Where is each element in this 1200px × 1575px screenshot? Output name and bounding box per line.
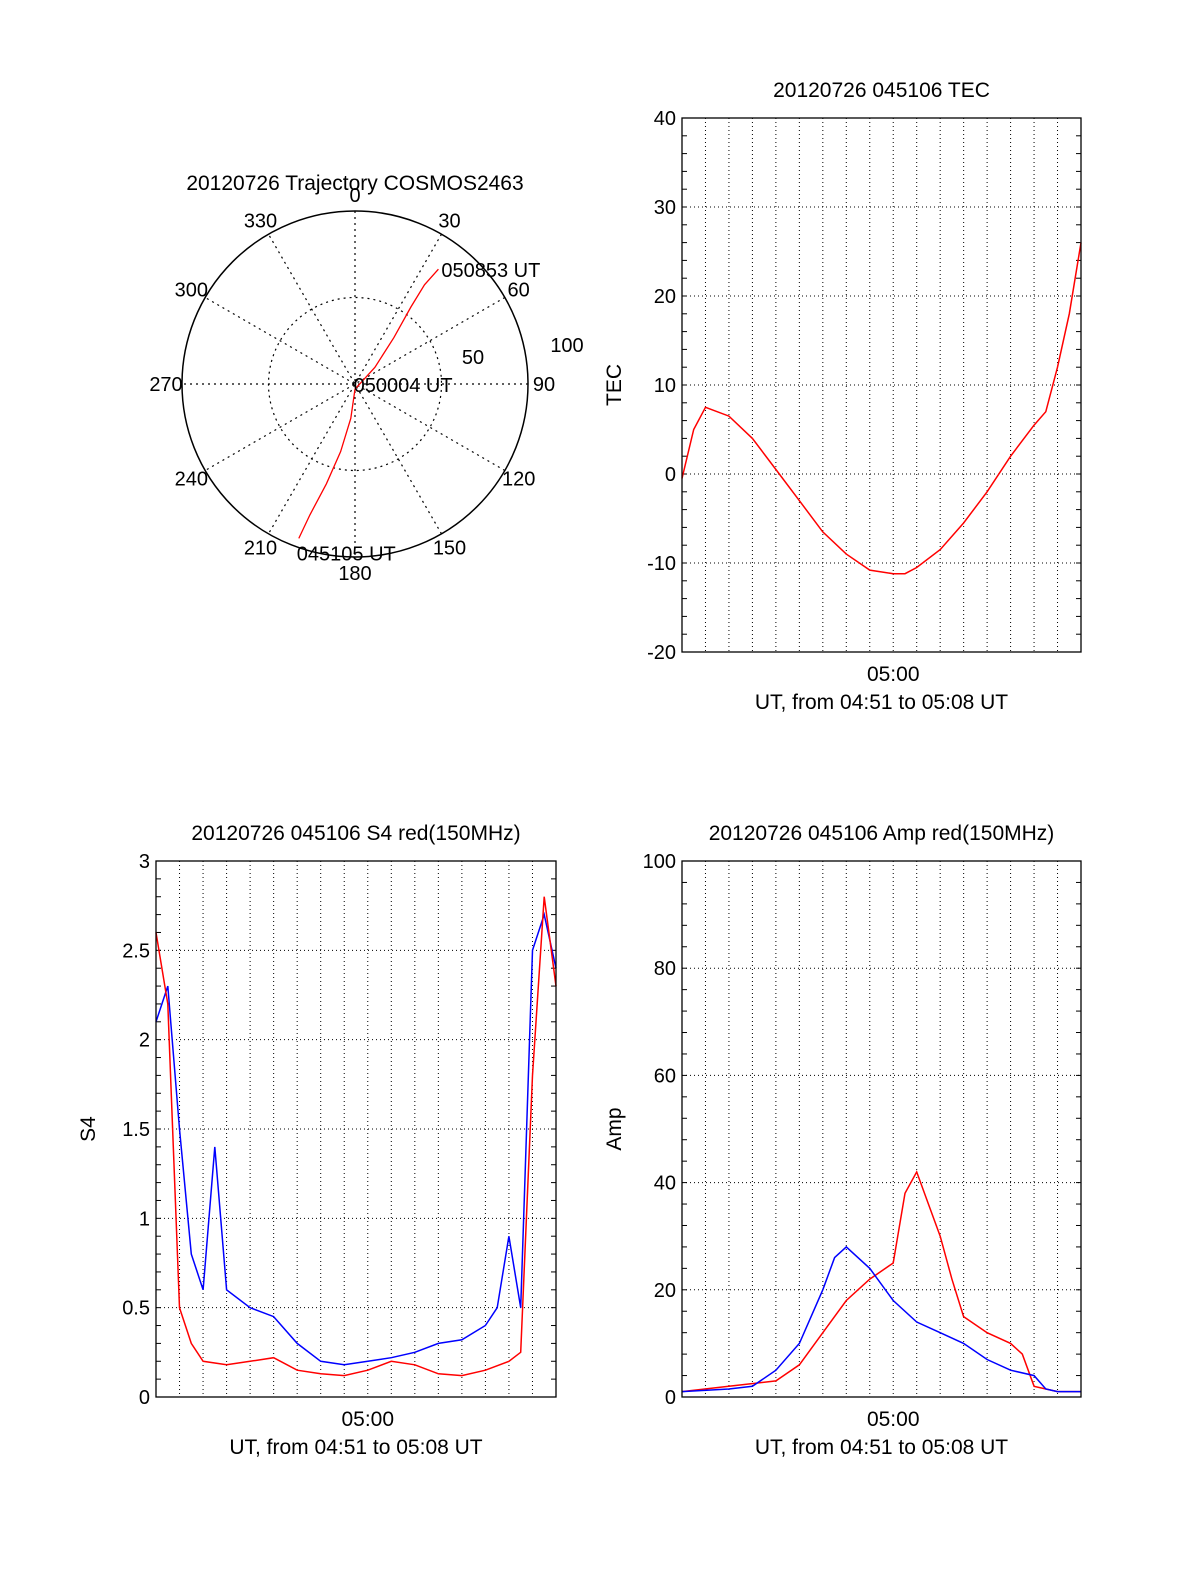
y-tick-label: -10 [647, 553, 676, 575]
y-tick-label: 20 [654, 286, 676, 308]
y-tick-label: 0.5 [122, 1298, 150, 1320]
trajectory-time-label: 050853 UT [441, 260, 540, 282]
y-tick-label: 1.5 [122, 1119, 150, 1141]
radial-tick-label: 50 [462, 347, 484, 369]
azimuth-tick-label: 120 [502, 469, 535, 491]
plot-frame [681, 117, 1082, 653]
series-line-1 [681, 1245, 1081, 1393]
s4-line-chart: 0 0.5 1 1.5 2 2.5 3 05:00 UT, from 04:51 to 05:0… [77, 822, 557, 1459]
y-tick-label: 30 [654, 197, 676, 219]
x-tick-label: 05:00 [867, 663, 920, 686]
azimuth-spoke [204, 296, 506, 472]
y-tick-label: 60 [654, 1065, 676, 1087]
azimuth-tick-label: 210 [244, 538, 277, 560]
azimuth-tick-label: 300 [175, 280, 208, 302]
chart-title: 20120726 Trajectory COSMOS2463 [186, 172, 523, 195]
y-tick-label: 20 [654, 1280, 676, 1302]
x-tick-label: 05:00 [867, 1408, 920, 1431]
plot-frame [155, 860, 557, 1398]
y-tick-label: 40 [654, 1173, 676, 1195]
y-tick-label: 10 [654, 375, 676, 397]
series-line-0 [155, 911, 557, 1366]
series-line-0 [681, 242, 1082, 575]
azimuth-spoke [267, 233, 443, 535]
azimuth-spoke [267, 233, 443, 535]
y-axis-label: S4 [77, 1116, 100, 1142]
trajectory-path [298, 268, 439, 539]
y-tick-label: -20 [647, 642, 676, 664]
chart-title: 20120726 045106 S4 red(150MHz) [191, 822, 520, 845]
chart-title: 20120726 045106 TEC [773, 79, 990, 102]
azimuth-tick-label: 180 [338, 563, 371, 585]
radial-tick-label: 100 [550, 335, 583, 357]
azimuth-tick-label: 60 [508, 280, 530, 302]
azimuth-tick-label: 150 [433, 538, 466, 560]
azimuth-tick-label: 0 [349, 185, 360, 207]
plot-frame [681, 860, 1082, 1398]
trajectory-time-label: 050004 UT [354, 375, 453, 397]
azimuth-tick-label: 30 [438, 210, 460, 232]
tec-line-chart: -20 -10 0 10 20 30 40 05:00 UT, from 04:51 to 05… [603, 79, 1082, 714]
amp-line-chart: 0 20 40 60 80 100 05:00 UT, from 04:51 to 05:08… [603, 822, 1082, 1459]
series-line-0 [681, 1170, 1081, 1393]
y-tick-label: 2.5 [122, 940, 150, 962]
azimuth-tick-label: 330 [244, 210, 277, 232]
x-tick-label: 05:00 [341, 1408, 394, 1431]
azimuth-spoke [204, 296, 506, 472]
y-tick-label: 2 [139, 1030, 150, 1052]
azimuth-tick-label: 270 [149, 374, 182, 396]
trajectory-time-label: 045105 UT [297, 543, 396, 565]
azimuth-tick-label: 90 [533, 374, 555, 396]
azimuth-tick-label: 240 [175, 469, 208, 491]
y-tick-label: 0 [139, 1387, 150, 1409]
x-axis-label: UT, from 04:51 to 05:08 UT [755, 691, 1008, 714]
y-tick-label: 80 [654, 958, 676, 980]
y-tick-label: 100 [643, 851, 676, 873]
x-axis-label: UT, from 04:51 to 05:08 UT [755, 1436, 1008, 1459]
x-axis-label: UT, from 04:51 to 05:08 UT [229, 1436, 482, 1459]
y-tick-label: 40 [654, 108, 676, 130]
chart-title: 20120726 045106 Amp red(150MHz) [709, 822, 1055, 845]
y-axis-label: Amp [603, 1107, 626, 1150]
y-axis-label: TEC [603, 364, 626, 406]
y-tick-label: 0 [665, 1387, 676, 1409]
y-tick-label: 1 [139, 1208, 150, 1230]
y-tick-label: 3 [139, 851, 150, 873]
series-line-1 [155, 896, 557, 1377]
y-tick-label: 0 [665, 464, 676, 486]
